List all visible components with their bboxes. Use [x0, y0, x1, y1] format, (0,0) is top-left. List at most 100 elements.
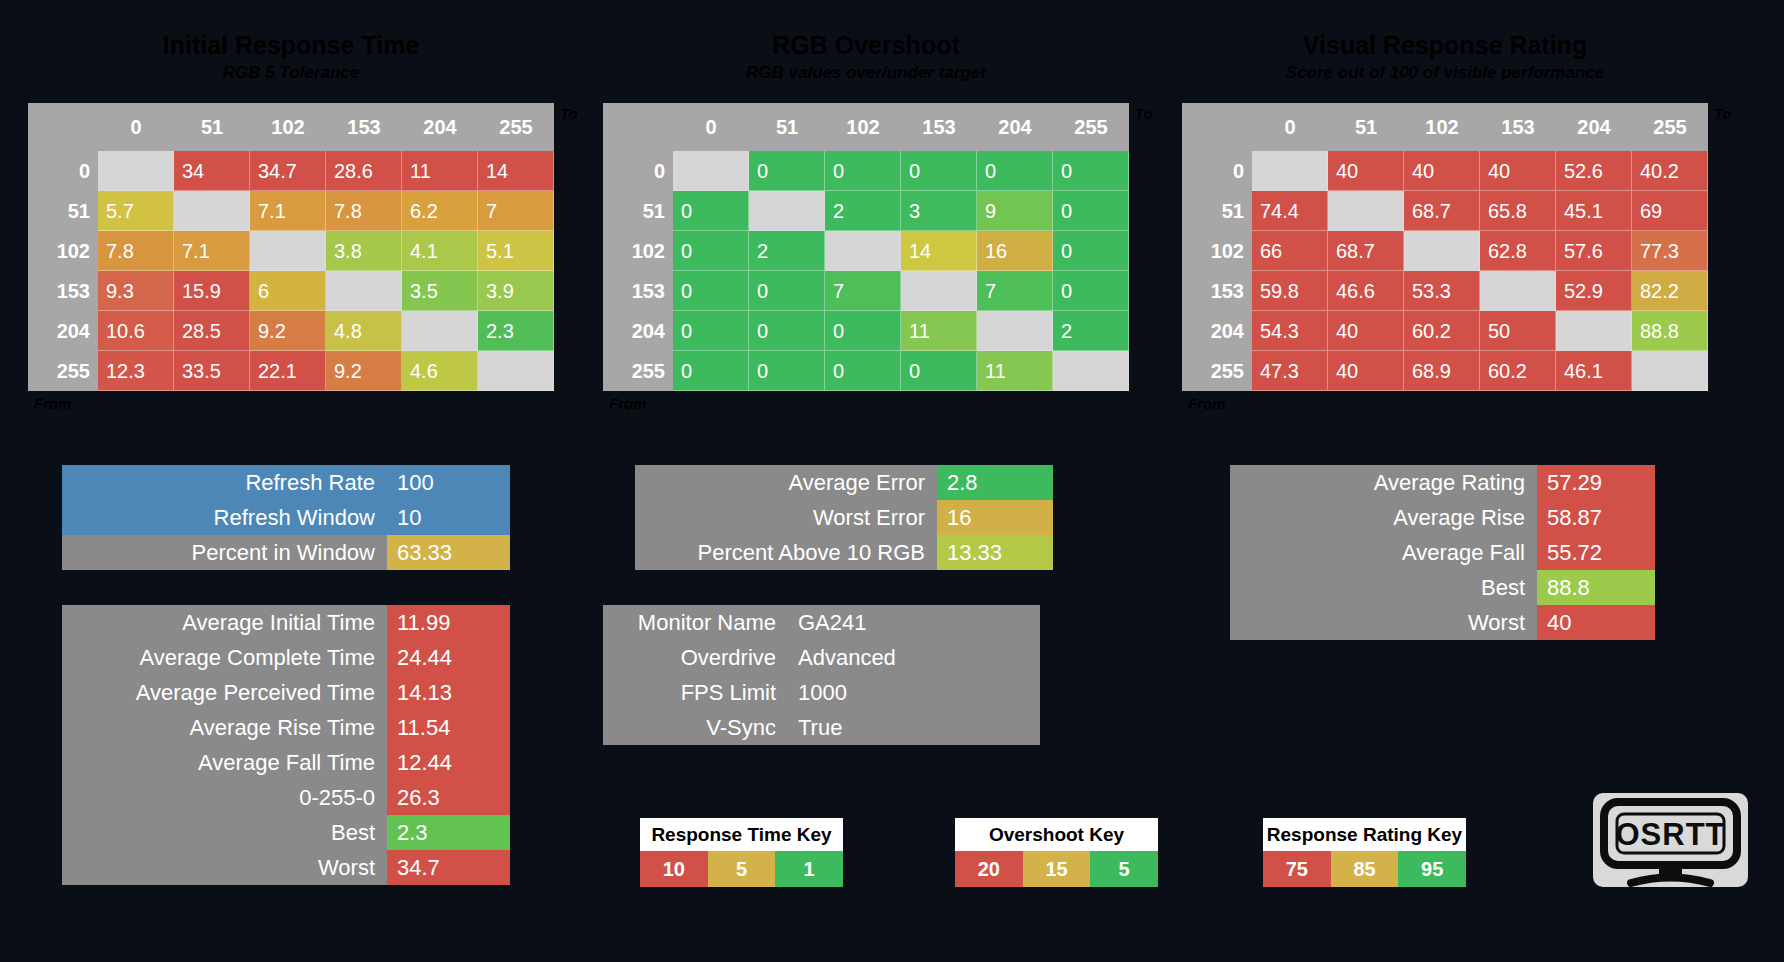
row-header: 0: [603, 151, 673, 191]
panel-row: OverdriveAdvanced: [603, 640, 1040, 675]
heatmap-row: 25512.333.522.19.24.6: [28, 351, 554, 391]
heatmap-cell-diagonal: [901, 271, 977, 311]
heatmap-cell: 11: [402, 151, 478, 191]
panel-row-label: Refresh Window: [62, 500, 387, 535]
heatmap-row: 03434.728.61114: [28, 151, 554, 191]
heatmap-cell: 0: [749, 311, 825, 351]
heatmap-row: 1026668.762.857.677.3: [1182, 231, 1708, 271]
heatmap-cell: 40: [1404, 151, 1480, 191]
panel-row-label: Overdrive: [603, 640, 788, 675]
table-subtitle: RGB 5 Tolerance: [28, 63, 554, 83]
panel-row-value: True: [788, 710, 1040, 745]
heatmap-cell: 16: [977, 231, 1053, 271]
heatmap-cell: 46.1: [1556, 351, 1632, 391]
heatmap-cell: 77.3: [1632, 231, 1708, 271]
heatmap-cell: 7: [825, 271, 901, 311]
row-header: 153: [28, 271, 98, 311]
heatmap-cell-diagonal: [1252, 151, 1328, 191]
row-header: 255: [603, 351, 673, 391]
svg-text:OSRTT: OSRTT: [1615, 817, 1725, 852]
heatmap-corner: [603, 103, 673, 151]
heatmap-grid: 05110215320425503434.728.61114515.77.17.…: [28, 103, 554, 391]
col-header: 0: [98, 103, 174, 151]
heatmap-cell: 11: [977, 351, 1053, 391]
heatmap-cell: 68.9: [1404, 351, 1480, 391]
heatmap-cell: 7.1: [174, 231, 250, 271]
panel-row-label: Average Initial Time: [62, 605, 387, 640]
heatmap-cell: 88.8: [1632, 311, 1708, 351]
heatmap-cell: 59.8: [1252, 271, 1328, 311]
heatmap-cell: 3.5: [402, 271, 478, 311]
key-cell: 75: [1263, 851, 1331, 887]
heatmap-grid: 0511021532042550000005102390102021416015…: [603, 103, 1129, 391]
heatmap-cell: 47.3: [1252, 351, 1328, 391]
heatmap-cell: 52.9: [1556, 271, 1632, 311]
heatmap-cell: 7: [478, 191, 554, 231]
key-cell: 1: [775, 851, 843, 887]
heatmap-header-row: 051102153204255: [1182, 103, 1708, 151]
heatmap-cell-diagonal: [1053, 351, 1129, 391]
heatmap-cell: 34.7: [250, 151, 326, 191]
heatmap-cell: 57.6: [1556, 231, 1632, 271]
panel-row-value: 14.13: [387, 675, 510, 710]
key-cell: 20: [955, 851, 1023, 887]
heatmap-cell: 2.3: [478, 311, 554, 351]
panel-row-label: FPS Limit: [603, 675, 788, 710]
heatmap-cell: 0: [825, 351, 901, 391]
refresh-rate-panel: Refresh Rate100Refresh Window10Percent i…: [62, 465, 510, 570]
heatmap-cell: 0: [749, 271, 825, 311]
heatmap-cell: 74.4: [1252, 191, 1328, 231]
response-time-key: Response Time Key 1051: [640, 818, 843, 887]
table-subtitle: RGB values over/under target: [603, 63, 1129, 83]
panel-row-value: 26.3: [387, 780, 510, 815]
heatmap-cell: 0: [749, 351, 825, 391]
key-cell: 85: [1331, 851, 1399, 887]
key-cells: 758595: [1263, 851, 1466, 887]
heatmap-cell: 40: [1328, 351, 1404, 391]
panel-row: Average Error2.8: [635, 465, 1053, 500]
heatmap-row: 15359.846.653.352.982.2: [1182, 271, 1708, 311]
heatmap-cell: 33.5: [174, 351, 250, 391]
heatmap-row: 255000011: [603, 351, 1129, 391]
col-header: 255: [1632, 103, 1708, 151]
panel-row-value: 16: [937, 500, 1053, 535]
col-header: 153: [901, 103, 977, 151]
panel-row-value: 100: [387, 465, 510, 500]
col-header: 51: [1328, 103, 1404, 151]
row-header: 102: [1182, 231, 1252, 271]
panel-row: Refresh Window10: [62, 500, 510, 535]
table-title: RGB Overshoot: [603, 31, 1129, 60]
heatmap-cell: 0: [1053, 191, 1129, 231]
panel-row-label: Average Rise Time: [62, 710, 387, 745]
heatmap-cell: 50: [1480, 311, 1556, 351]
heatmap-initial-response-time: Initial Response Time RGB 5 Tolerance To…: [28, 103, 554, 391]
panel-row: V-SyncTrue: [603, 710, 1040, 745]
panel-row-label: Best: [1230, 570, 1537, 605]
panel-row: Refresh Rate100: [62, 465, 510, 500]
heatmap-cell-diagonal: [1480, 271, 1556, 311]
panel-row-value: 10: [387, 500, 510, 535]
key-title: Response Rating Key: [1263, 818, 1466, 851]
panel-row-label: Best: [62, 815, 387, 850]
key-cells: 20155: [955, 851, 1158, 887]
heatmap-cell: 7.8: [98, 231, 174, 271]
heatmap-cell-diagonal: [250, 231, 326, 271]
heatmap-cell: 0: [977, 151, 1053, 191]
panel-row-value: Advanced: [788, 640, 1040, 675]
heatmap-cell: 9.3: [98, 271, 174, 311]
key-cells: 1051: [640, 851, 843, 887]
heatmap-row: 5174.468.765.845.169: [1182, 191, 1708, 231]
overshoot-key: Overshoot Key 20155: [955, 818, 1158, 887]
panel-row: Best88.8: [1230, 570, 1655, 605]
panel-row-value: 2.3: [387, 815, 510, 850]
panel-row-value: 57.29: [1537, 465, 1655, 500]
panel-row: Worst Error16: [635, 500, 1053, 535]
heatmap-cell: 0: [1053, 231, 1129, 271]
heatmap-cell-diagonal: [1556, 311, 1632, 351]
heatmap-row: 515.77.17.86.27: [28, 191, 554, 231]
axis-to-label: To: [1714, 105, 1732, 122]
heatmap-cell: 2: [749, 231, 825, 271]
heatmap-cell: 69: [1632, 191, 1708, 231]
heatmap-cell: 4.6: [402, 351, 478, 391]
panel-row-value: 24.44: [387, 640, 510, 675]
